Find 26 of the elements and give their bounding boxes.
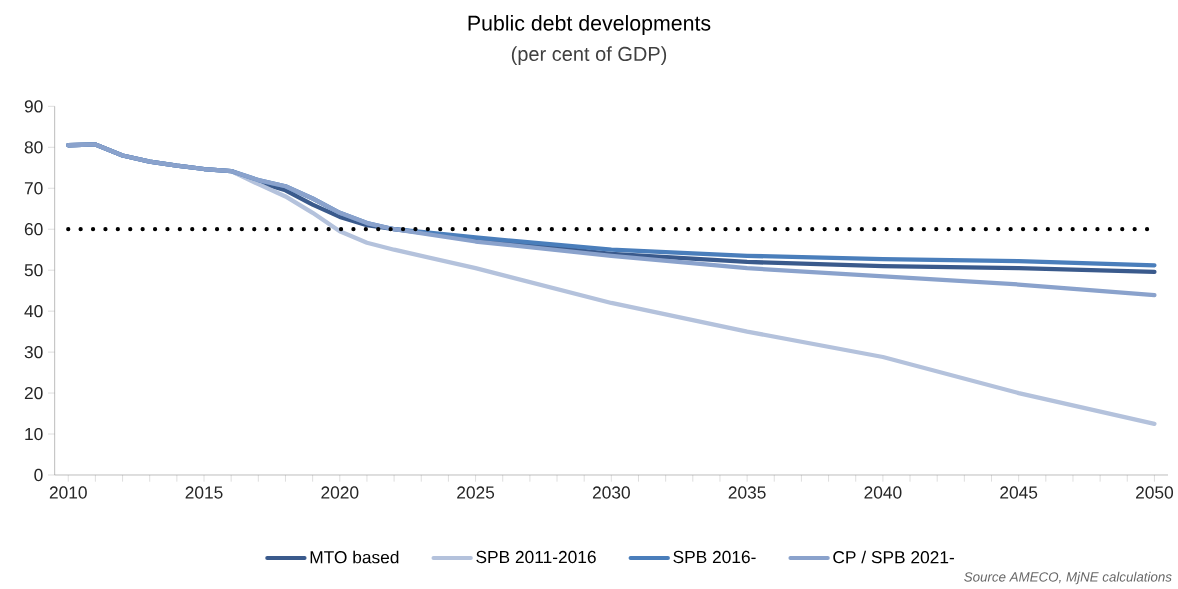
x-tick-label: 2045 (1000, 486, 1038, 499)
x-tick-label: 2020 (321, 486, 359, 499)
y-tick-label: 10 (25, 427, 43, 441)
legend-label: SPB 2011-2016 (476, 550, 596, 564)
x-tick-label: 2035 (728, 486, 766, 499)
y-tick-label: 50 (24, 264, 43, 277)
y-tick-label: 60 (24, 223, 43, 236)
chart-subtitle: (per cent of GDP) (511, 46, 667, 65)
legend-label: SPB 2016- (673, 550, 756, 564)
source-note: Source AMECO, MjNE calculations (964, 571, 1172, 585)
y-tick-label: 70 (24, 182, 43, 195)
y-tick-label: 40 (24, 305, 43, 318)
chart-title: Public debt developments (468, 15, 711, 35)
y-tick-label: 80 (24, 141, 43, 154)
x-tick-label: 2015 (185, 486, 223, 499)
x-tick-label: 2040 (864, 486, 902, 499)
y-tick-label: 30 (24, 345, 43, 359)
legend-label: CP / SPB 2021- (833, 550, 954, 564)
x-tick-label: 2025 (457, 486, 495, 499)
x-tick-label: 2050 (1136, 486, 1174, 499)
x-tick-label: 2030 (592, 486, 630, 499)
y-tick-label: 0 (34, 468, 43, 482)
x-tick-label: 2010 (49, 486, 87, 499)
legend-label: MTO based (310, 550, 399, 564)
y-tick-label: 90 (24, 100, 43, 113)
y-tick-label: 20 (24, 386, 43, 400)
